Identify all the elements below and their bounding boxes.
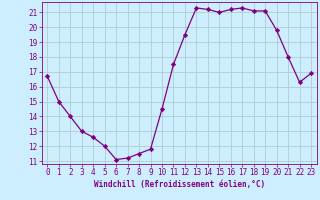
X-axis label: Windchill (Refroidissement éolien,°C): Windchill (Refroidissement éolien,°C)	[94, 180, 265, 189]
